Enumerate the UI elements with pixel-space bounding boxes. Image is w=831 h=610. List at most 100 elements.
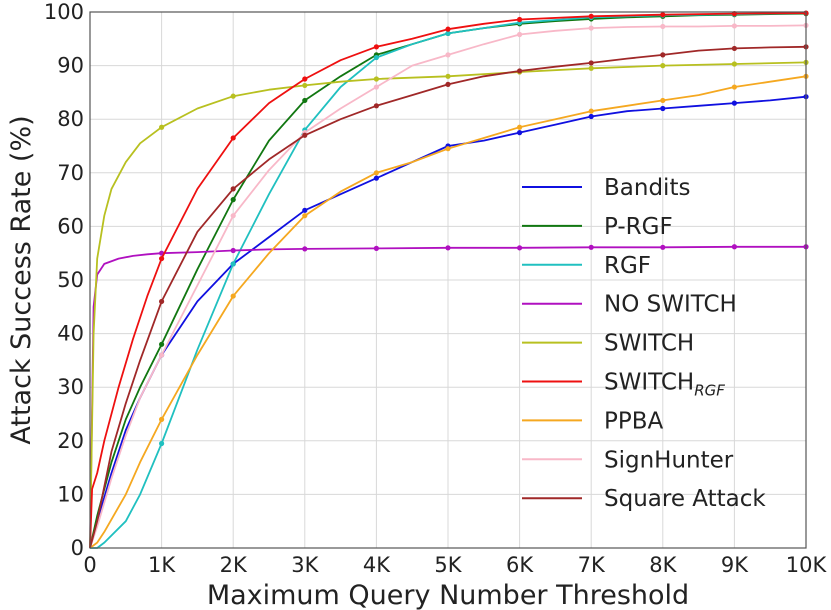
data-point [230, 261, 236, 267]
data-point [660, 12, 666, 18]
x-tick-label: 5K [434, 553, 462, 577]
x-tick-label: 2K [220, 553, 248, 577]
data-point [731, 45, 738, 52]
data-point [517, 130, 523, 136]
data-point [373, 44, 379, 50]
plot-frame [89, 11, 807, 549]
x-tick-label: 9K [721, 553, 749, 577]
data-point [302, 132, 308, 138]
x-tick-label: 6K [506, 553, 534, 577]
data-point [445, 26, 451, 32]
data-point [230, 197, 236, 203]
y-tick-label: 30 [57, 375, 84, 399]
data-point [517, 68, 523, 74]
data-point [731, 61, 738, 67]
data-point [445, 245, 451, 251]
y-tick-label: 70 [57, 161, 84, 185]
legend-label-name: RGF [604, 253, 651, 279]
data-point [230, 213, 236, 219]
x-tick-label: 3K [291, 553, 319, 577]
x-tick-label: 8K [649, 553, 677, 577]
data-point [373, 84, 379, 90]
y-tick-label: 60 [57, 214, 84, 238]
data-point [159, 255, 165, 262]
data-point [445, 52, 451, 58]
data-point [588, 60, 594, 66]
data-point [373, 170, 379, 176]
legend-label: PPBA [604, 408, 664, 434]
data-point [445, 146, 451, 152]
x-axis-label: Maximum Query Number Threshold [207, 580, 689, 610]
y-tick-label: 40 [57, 322, 84, 346]
series-line-7 [89, 24, 807, 549]
legend-label-name: Square Attack [604, 486, 766, 512]
data-point [588, 244, 594, 250]
x-tick-label: 10K [786, 553, 828, 577]
data-point [445, 30, 451, 37]
legend-label-name: NO SWITCH [604, 292, 737, 318]
data-point [159, 341, 165, 347]
legend-label: P-RGF [604, 214, 673, 240]
data-point [588, 113, 594, 120]
data-point [588, 65, 594, 71]
series-lines [89, 10, 809, 549]
y-tick-label: 50 [57, 268, 84, 292]
x-tick-label: 1K [148, 553, 176, 577]
data-point [302, 97, 308, 104]
data-point [230, 186, 236, 192]
data-point [302, 246, 308, 252]
legend-label-name: SWITCH [604, 331, 694, 357]
data-point [230, 293, 236, 299]
data-point [660, 97, 666, 104]
data-point [731, 100, 738, 106]
legend-label: SignHunter [604, 447, 734, 473]
data-point [517, 16, 523, 23]
data-point [373, 175, 379, 181]
data-point [373, 76, 379, 82]
data-point [302, 213, 308, 219]
data-point [517, 245, 523, 251]
legend-label-name: SWITCH [604, 370, 694, 396]
data-point [373, 103, 379, 109]
data-point [159, 352, 165, 358]
y-tick-label: 10 [57, 482, 84, 506]
legend-label-name: SignHunter [604, 447, 734, 473]
data-point [731, 23, 738, 29]
data-point [517, 124, 523, 130]
data-point [660, 63, 666, 69]
data-point [230, 247, 236, 254]
y-tick-label: 80 [57, 107, 84, 131]
legend-label-name: P-RGF [604, 214, 673, 240]
data-point [373, 245, 379, 251]
data-point [660, 105, 666, 112]
legend-label-name: Bandits [604, 175, 690, 201]
data-point [588, 25, 594, 31]
series-line-6 [89, 75, 807, 549]
data-point [660, 52, 666, 58]
legend-label-name: PPBA [604, 408, 664, 434]
data-point [445, 73, 451, 79]
data-point [445, 81, 451, 87]
data-point [731, 84, 738, 90]
legend-label: NO SWITCH [604, 292, 737, 318]
y-tick-label: 90 [57, 54, 84, 78]
data-point [588, 13, 594, 19]
legend-label: Square Attack [604, 486, 766, 512]
series-line-1 [89, 12, 807, 549]
data-point [660, 23, 666, 30]
y-tick-label: 0 [71, 536, 84, 560]
y-axis-label: Attack Success Rate (%) [6, 115, 37, 444]
x-axis-ticks: 0 1K 2K 3K 4K 5K 6K 7K 8K 9K 10K [83, 553, 827, 577]
x-tick-label: 4K [363, 553, 391, 577]
series-line-5 [89, 12, 807, 549]
data-point [302, 76, 308, 82]
data-point [517, 31, 523, 38]
data-point [588, 108, 594, 114]
data-point [302, 82, 308, 89]
series-line-4 [89, 61, 807, 549]
x-tick-label: 0 [83, 553, 96, 577]
data-point [159, 440, 165, 447]
y-tick-label: 100 [44, 0, 84, 24]
